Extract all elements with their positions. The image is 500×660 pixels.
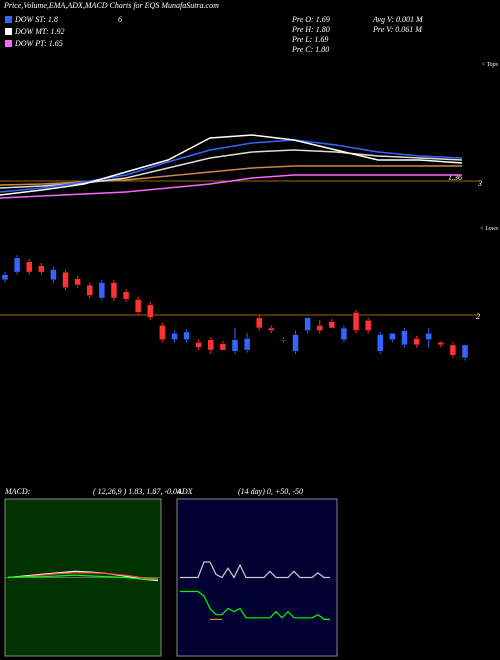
legend-label: DOW PT: 1.65 bbox=[14, 39, 63, 48]
candle-body bbox=[377, 334, 384, 352]
candle-body bbox=[13, 257, 21, 273]
candle-body bbox=[340, 327, 348, 340]
candle-body bbox=[159, 325, 166, 340]
candle-body bbox=[304, 317, 311, 331]
candle-body bbox=[110, 282, 118, 299]
candle-body bbox=[122, 291, 130, 300]
candle-body bbox=[280, 339, 287, 341]
candle-body bbox=[86, 284, 93, 296]
series-line bbox=[7, 570, 159, 582]
candle-body bbox=[328, 321, 336, 329]
ref-label: 1.36 bbox=[448, 173, 462, 182]
panel-subtitle: (14 day) 0, +50, -50 bbox=[238, 487, 303, 496]
tops-label: < Tops bbox=[481, 62, 498, 68]
candle-body bbox=[98, 282, 106, 299]
legend-swatch bbox=[5, 40, 12, 47]
volume: Pre V: 0.061 M bbox=[372, 25, 423, 34]
title: Price,Volume,EMA,ADX,MACD Charts for EQS… bbox=[3, 1, 219, 10]
series-line bbox=[180, 590, 330, 620]
candle-body bbox=[1, 274, 9, 281]
series-line bbox=[7, 572, 159, 580]
lows-label: < Lows bbox=[480, 226, 499, 232]
quote: Pre L: 1.69 bbox=[291, 35, 328, 44]
panel-title: MACD: bbox=[4, 487, 31, 496]
quote: Pre H: 1.80 bbox=[291, 25, 330, 34]
candle-body bbox=[316, 325, 323, 331]
candle-body bbox=[461, 344, 469, 359]
series-line bbox=[0, 134, 463, 196]
volume: Avg V: 0.001 M bbox=[372, 15, 424, 24]
candle-body bbox=[25, 261, 33, 273]
candle-body bbox=[74, 278, 81, 286]
candle-body bbox=[183, 331, 190, 340]
quote: Pre O: 1.69 bbox=[291, 15, 330, 24]
candle-body bbox=[134, 299, 142, 313]
candle-body bbox=[231, 339, 239, 352]
ref-label: 2 bbox=[476, 312, 480, 321]
candle-body bbox=[147, 304, 154, 318]
extra: 6 bbox=[118, 15, 122, 24]
candle-body bbox=[425, 332, 432, 340]
side-label: 3 bbox=[477, 179, 482, 188]
legend-label: DOW ST: 1.8 bbox=[14, 15, 58, 24]
legend-swatch bbox=[5, 28, 12, 35]
series-line bbox=[0, 139, 463, 193]
candle-body bbox=[38, 265, 45, 273]
candle-body bbox=[207, 339, 215, 351]
series-line bbox=[7, 574, 159, 581]
candle-body bbox=[50, 269, 57, 281]
candle-body bbox=[352, 312, 360, 331]
quote: Pre C: 1.80 bbox=[291, 45, 329, 54]
candle-body bbox=[171, 332, 178, 340]
candle-body bbox=[219, 343, 227, 351]
panel-title: ADX bbox=[176, 487, 194, 496]
legend-label: DOW MT: 1.92 bbox=[14, 27, 65, 36]
candle-body bbox=[364, 319, 372, 331]
candle-body bbox=[268, 327, 275, 331]
candle-body bbox=[401, 330, 408, 346]
candle-body bbox=[255, 317, 263, 329]
candle-body bbox=[449, 344, 457, 356]
candle-body bbox=[62, 271, 69, 288]
series-line bbox=[180, 561, 330, 579]
candle-body bbox=[292, 334, 299, 352]
candle-body bbox=[243, 338, 251, 351]
candle-body bbox=[437, 342, 445, 346]
candle-body bbox=[389, 332, 396, 340]
candle-body bbox=[195, 342, 202, 348]
series-line bbox=[0, 174, 462, 199]
legend-swatch bbox=[5, 16, 12, 23]
panel-subtitle: ( 12,26,9 ) 1.83, 1.87, -0.04 bbox=[93, 487, 181, 496]
candle-body bbox=[413, 338, 420, 346]
